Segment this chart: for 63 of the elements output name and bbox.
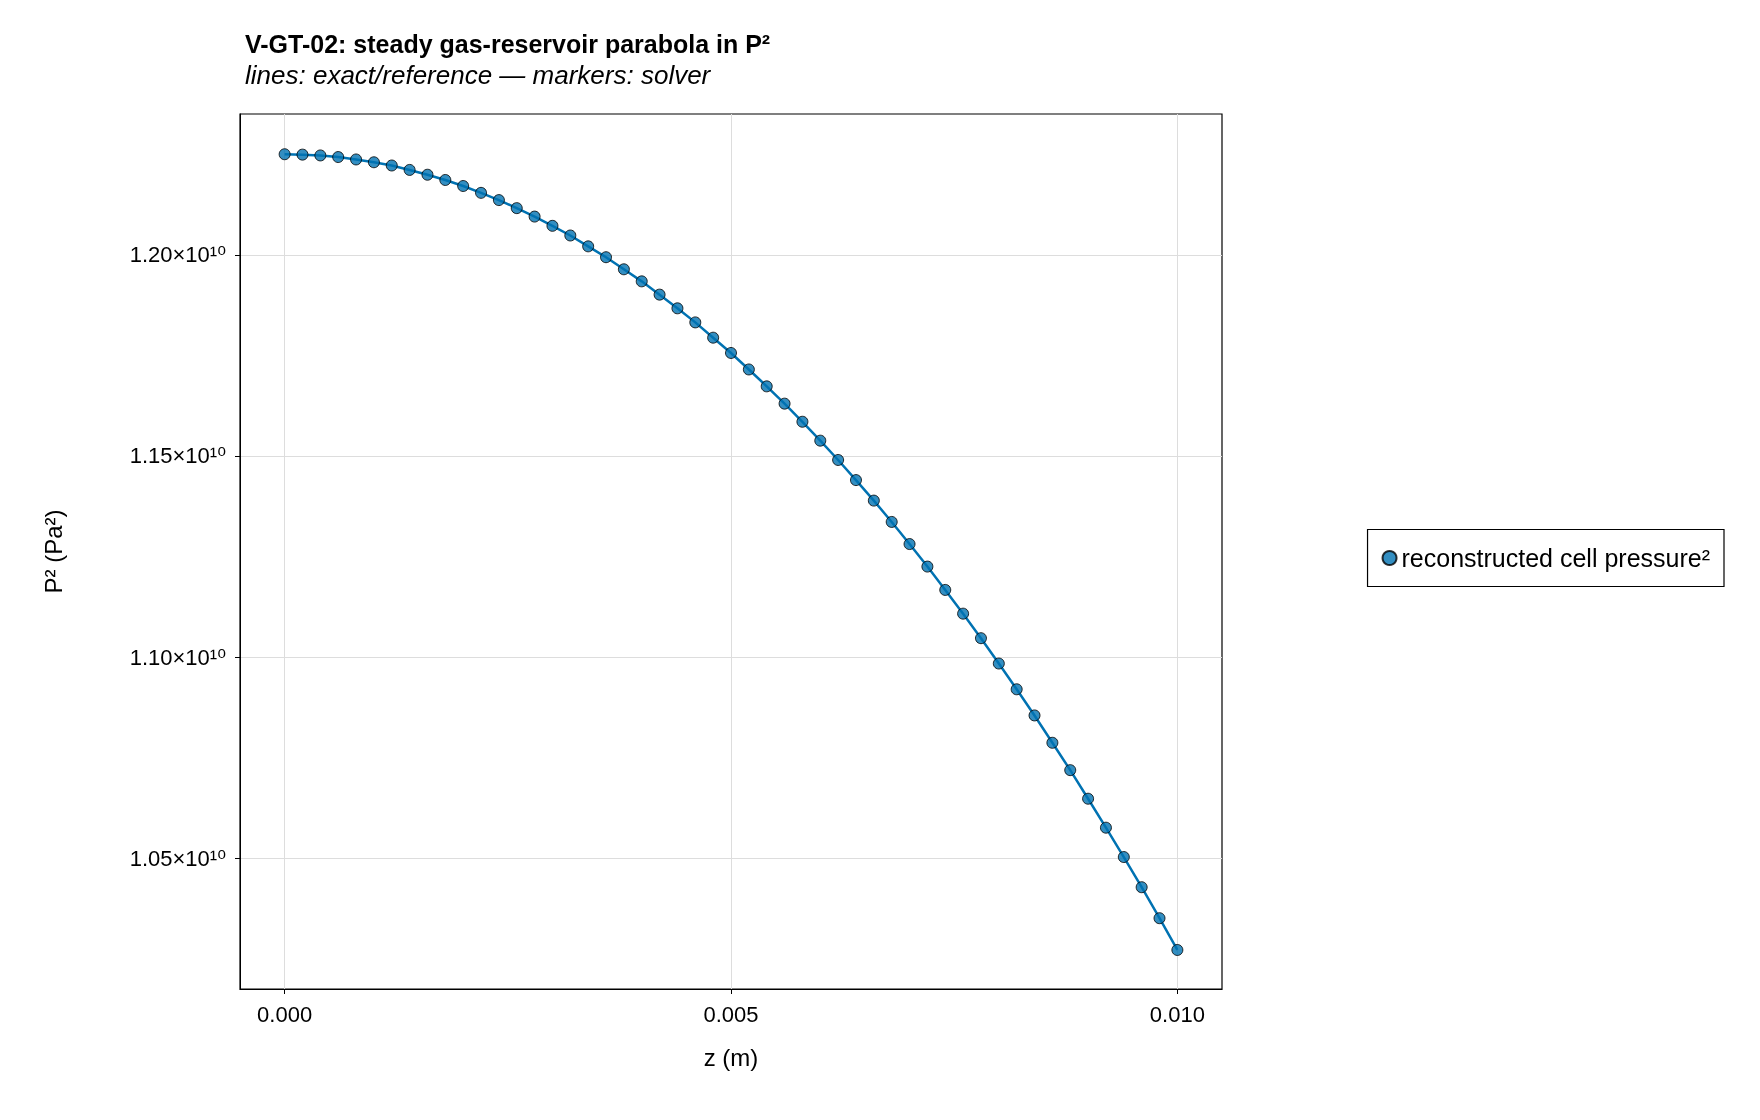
- point: [957, 607, 970, 620]
- point: [600, 251, 613, 264]
- point: [492, 194, 505, 207]
- x-tick-label: 0.000: [257, 1001, 313, 1027]
- point: [1046, 736, 1059, 749]
- point: [796, 415, 809, 428]
- point: [760, 380, 773, 393]
- point: [867, 494, 880, 507]
- point: [510, 202, 523, 215]
- point: [314, 149, 327, 162]
- point: [814, 434, 827, 447]
- y-tick-label: 1.10×10¹⁰: [129, 644, 227, 670]
- point: [367, 156, 380, 169]
- point: [582, 240, 595, 253]
- point: [528, 210, 541, 223]
- point: [707, 331, 720, 344]
- point: [1171, 943, 1184, 956]
- point: [1117, 851, 1130, 864]
- point: [403, 163, 416, 176]
- x-tick-label: 0.010: [1149, 1001, 1205, 1027]
- point: [1064, 764, 1077, 777]
- point: [849, 474, 862, 487]
- legend-label: reconstructed cell pressure²: [1401, 544, 1711, 572]
- point: [921, 560, 934, 573]
- point: [1082, 792, 1095, 805]
- point: [546, 219, 559, 232]
- x-tick-label: 0.005: [703, 1001, 759, 1027]
- y-tick-label: 1.20×10¹⁰: [129, 242, 227, 268]
- point: [350, 153, 363, 166]
- y-tick-label: 1.05×10¹⁰: [129, 845, 227, 871]
- point: [475, 186, 488, 199]
- point: [778, 397, 791, 410]
- point: [671, 302, 684, 315]
- point: [1010, 683, 1023, 696]
- chart-title: V-GT-02: steady gas-reservoir parabola in P²: [245, 29, 771, 58]
- point: [1135, 881, 1148, 894]
- point: [564, 229, 577, 242]
- y-tick-label: 1.15×10¹⁰: [129, 443, 227, 469]
- point: [653, 288, 666, 301]
- point: [1153, 912, 1166, 925]
- point: [635, 275, 648, 288]
- point: [332, 151, 345, 164]
- point: [725, 346, 737, 359]
- point: [689, 316, 702, 329]
- point: [974, 632, 987, 645]
- point: [939, 583, 952, 596]
- y-axis-title: P² (Pa²): [39, 509, 67, 594]
- point: [278, 148, 291, 161]
- point: [992, 657, 1005, 670]
- point: [832, 453, 845, 466]
- point: [385, 159, 398, 172]
- point: [457, 180, 470, 193]
- point: [1028, 709, 1041, 722]
- point: [742, 363, 755, 376]
- point: [1099, 821, 1112, 834]
- point: [903, 538, 916, 551]
- point: [885, 515, 898, 528]
- point: [617, 263, 630, 276]
- chart-subtitle: lines: exact/reference — markers: solver: [245, 60, 712, 90]
- x-axis-title: z (m): [703, 1043, 759, 1071]
- point: [439, 173, 452, 186]
- point: [296, 148, 309, 161]
- point: [421, 168, 434, 181]
